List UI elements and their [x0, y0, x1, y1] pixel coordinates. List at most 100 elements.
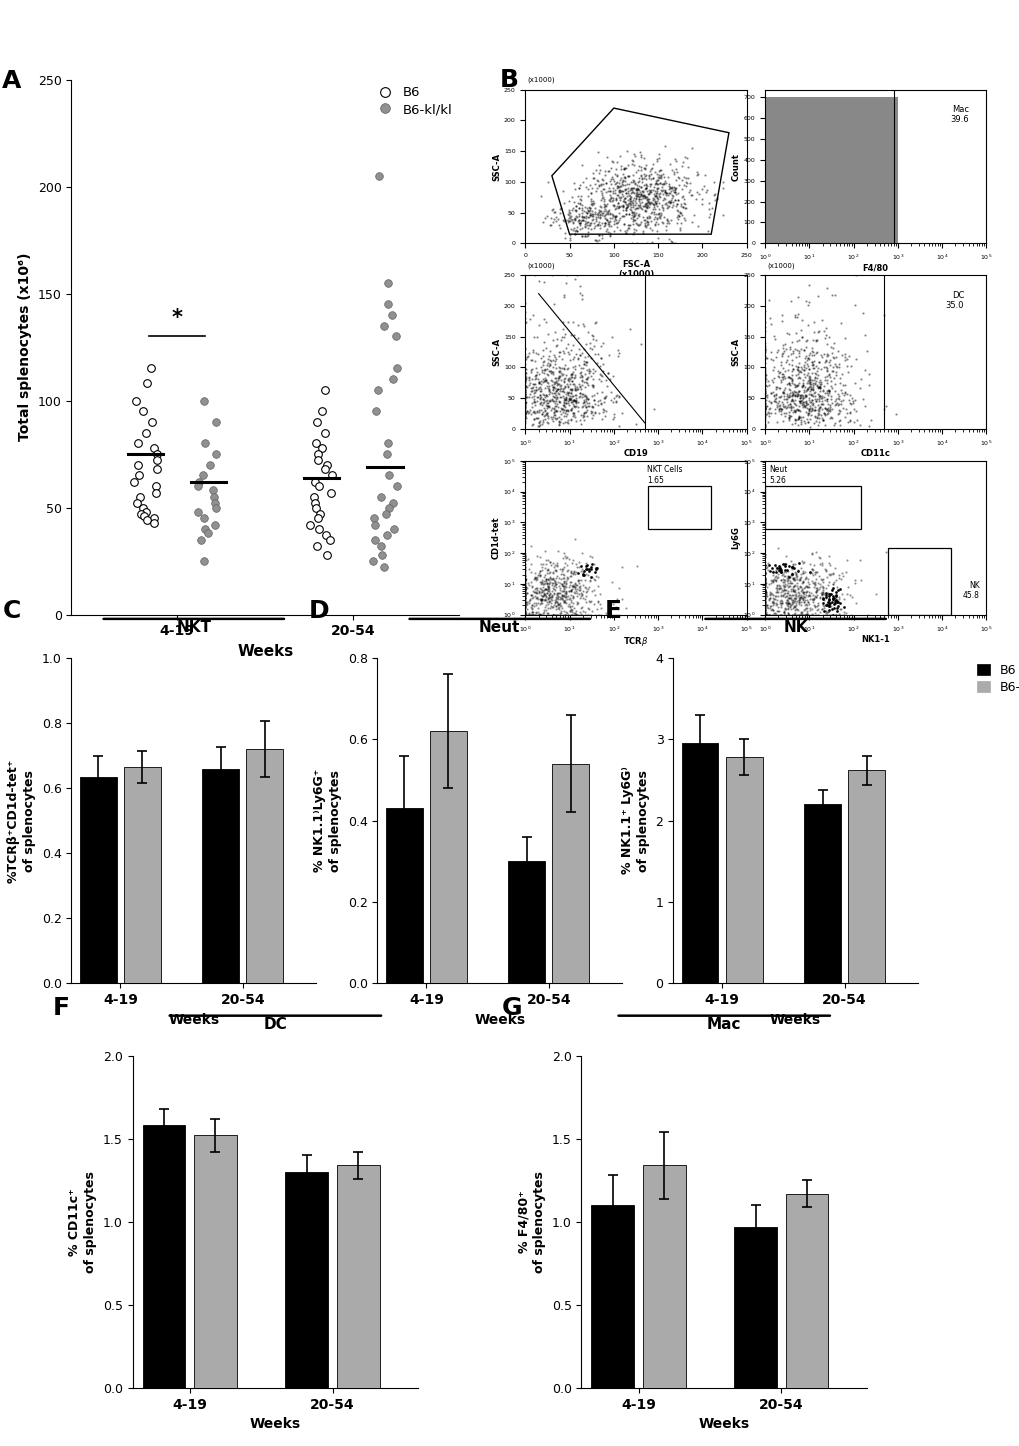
Point: [789, 576, 805, 599]
Point: [571, 578, 587, 602]
Point: [783, 363, 799, 386]
Point: [636, 198, 652, 221]
Point: [801, 552, 817, 576]
Point: [786, 568, 802, 591]
Point: [792, 600, 808, 623]
Point: [842, 354, 858, 377]
Point: [706, 188, 722, 211]
Point: [673, 192, 689, 215]
Point: [841, 401, 857, 424]
Point: [832, 597, 848, 620]
Point: [546, 590, 562, 613]
Point: [602, 388, 619, 411]
Point: [529, 377, 545, 401]
Point: [783, 587, 799, 610]
Point: [796, 597, 812, 620]
Point: [539, 587, 555, 610]
Point: [756, 578, 772, 602]
Point: [763, 369, 780, 392]
Point: [810, 406, 826, 429]
Point: [779, 565, 795, 589]
Point: [582, 565, 598, 589]
Point: [834, 362, 850, 385]
Point: [781, 366, 797, 389]
Point: [784, 596, 800, 619]
Point: [546, 366, 562, 389]
Point: [839, 360, 855, 383]
Point: [787, 578, 803, 602]
Point: [537, 406, 553, 429]
Point: [671, 201, 687, 224]
Point: [583, 181, 599, 204]
Point: [782, 405, 798, 428]
Point: [775, 395, 792, 418]
Point: [517, 561, 533, 584]
Point: [534, 210, 550, 233]
Point: [828, 590, 845, 613]
Point: [612, 195, 629, 218]
Point: [693, 192, 709, 215]
Point: [587, 228, 603, 252]
Point: [530, 603, 546, 626]
Point: [601, 202, 618, 226]
Point: [621, 214, 637, 237]
Point: [517, 388, 533, 411]
Point: [820, 562, 837, 586]
Point: [623, 181, 639, 204]
Point: [568, 603, 584, 626]
Point: [756, 567, 772, 590]
Point: [611, 158, 628, 181]
Point: [775, 573, 792, 596]
Point: [782, 367, 798, 390]
Point: [620, 192, 636, 215]
Point: [560, 189, 577, 213]
Point: [542, 350, 558, 373]
Point: [545, 396, 561, 419]
Point: [786, 603, 802, 626]
Point: [627, 172, 643, 195]
Point: [541, 353, 557, 376]
Point: [609, 211, 626, 234]
Point: [517, 574, 533, 597]
Point: [556, 603, 573, 626]
Point: [785, 587, 801, 610]
Point: [557, 581, 574, 604]
Point: [586, 591, 602, 615]
Point: [561, 596, 578, 619]
Point: [532, 583, 548, 606]
Point: [523, 380, 539, 403]
Point: [818, 390, 835, 414]
Point: [535, 389, 551, 412]
Point: [567, 207, 583, 230]
Point: [809, 356, 825, 379]
Point: [560, 386, 577, 409]
Point: [814, 576, 830, 599]
Point: [783, 571, 799, 594]
Point: [819, 383, 836, 406]
Point: [583, 401, 599, 424]
Point: [517, 568, 533, 591]
Point: [580, 195, 596, 218]
Point: [758, 395, 774, 418]
Point: [517, 376, 533, 399]
Point: [589, 603, 605, 626]
Point: [811, 576, 827, 599]
Point: [650, 159, 666, 182]
Point: [580, 597, 596, 620]
Point: [825, 353, 842, 376]
Point: [830, 388, 847, 411]
Point: [555, 571, 572, 594]
Point: [537, 594, 553, 617]
Point: [773, 398, 790, 421]
Point: [791, 586, 807, 609]
Point: [657, 192, 674, 215]
Point: [627, 188, 643, 211]
Point: [815, 385, 832, 408]
Point: [540, 571, 556, 594]
Point: [639, 213, 655, 236]
Point: [625, 189, 641, 213]
Point: [593, 223, 609, 246]
Point: [810, 386, 826, 409]
Point: [529, 415, 545, 438]
Point: [618, 197, 634, 220]
